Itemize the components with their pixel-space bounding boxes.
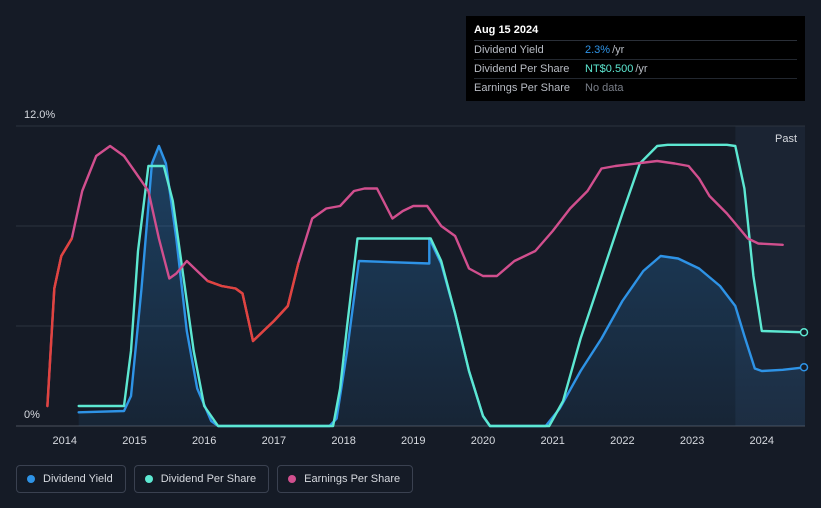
eps-decline-segment bbox=[206, 262, 300, 343]
y-axis-ticks: 0% 12.0% bbox=[24, 109, 55, 421]
tooltip-row-dividend-yield: Dividend Yield 2.3% /yr bbox=[474, 41, 797, 60]
legend-item-dividend-yield[interactable]: Dividend Yield bbox=[16, 465, 126, 493]
legend-label: Dividend Per Share bbox=[160, 473, 257, 485]
end-marker-0 bbox=[799, 363, 809, 372]
legend-label: Dividend Yield bbox=[43, 473, 113, 485]
series-line-earnings-per-share bbox=[46, 144, 784, 408]
legend-label: Earnings Per Share bbox=[304, 473, 401, 485]
x-tick-label: 2023 bbox=[680, 435, 704, 447]
legend-dot-icon bbox=[288, 475, 297, 483]
x-tick-label: 2020 bbox=[471, 435, 495, 447]
legend-dot-icon bbox=[144, 475, 153, 483]
y-tick-label-max: 12.0% bbox=[24, 109, 55, 121]
tooltip-row-earnings-per-share: Earnings Per Share No data bbox=[474, 79, 797, 97]
tooltip-label: Earnings Per Share bbox=[474, 82, 570, 94]
x-tick-label: 2017 bbox=[262, 435, 286, 447]
legend: Dividend Yield Dividend Per Share Earnin… bbox=[16, 465, 414, 493]
tooltip-value: No data bbox=[585, 82, 624, 94]
series-lines bbox=[46, 143, 807, 428]
series-fill-0 bbox=[78, 146, 805, 426]
x-axis-ticks: 2014 2015 2016 2017 2018 2019 2020 2021 2022 2023… bbox=[53, 435, 774, 447]
series-fills bbox=[78, 146, 805, 426]
tooltip-panel: Aug 15 2024 Dividend Yield 2.3% /yr Divi… bbox=[466, 16, 805, 101]
tooltip-label: Dividend Per Share bbox=[474, 63, 570, 75]
tooltip-row-dividend-per-share: Dividend Per Share NT$0.500 /yr bbox=[474, 60, 797, 79]
x-tick-label: 2015 bbox=[122, 435, 146, 447]
end-markers bbox=[799, 328, 809, 372]
end-marker-1 bbox=[799, 328, 809, 337]
eps-decline-segment bbox=[46, 237, 73, 408]
x-tick-label: 2024 bbox=[750, 435, 774, 447]
x-tick-label: 2022 bbox=[610, 435, 634, 447]
tooltip-value: NT$0.500 bbox=[585, 63, 634, 75]
x-tick-label: 2018 bbox=[331, 435, 355, 447]
y-tick-label-min: 0% bbox=[24, 409, 40, 421]
x-tick-label: 2019 bbox=[401, 435, 425, 447]
past-label: Past bbox=[775, 133, 797, 145]
legend-item-earnings-per-share[interactable]: Earnings Per Share bbox=[277, 465, 414, 493]
legend-dot-icon bbox=[27, 475, 35, 483]
x-tick-label: 2021 bbox=[540, 435, 564, 447]
series-line-dividend-per-share bbox=[77, 143, 807, 428]
x-tick-label: 2016 bbox=[192, 435, 216, 447]
x-tick-label: 2014 bbox=[53, 435, 77, 447]
tooltip-unit: /yr bbox=[635, 63, 648, 75]
tooltip-label: Dividend Yield bbox=[474, 44, 544, 56]
tooltip-value: 2.3% bbox=[585, 44, 611, 56]
tooltip-unit: /yr bbox=[612, 44, 625, 56]
tooltip-date: Aug 15 2024 bbox=[474, 22, 797, 41]
chart-canvas: 2014 2015 2016 2017 2018 2019 2020 2021 2022 2023… bbox=[16, 109, 809, 447]
legend-item-dividend-per-share[interactable]: Dividend Per Share bbox=[133, 465, 270, 493]
